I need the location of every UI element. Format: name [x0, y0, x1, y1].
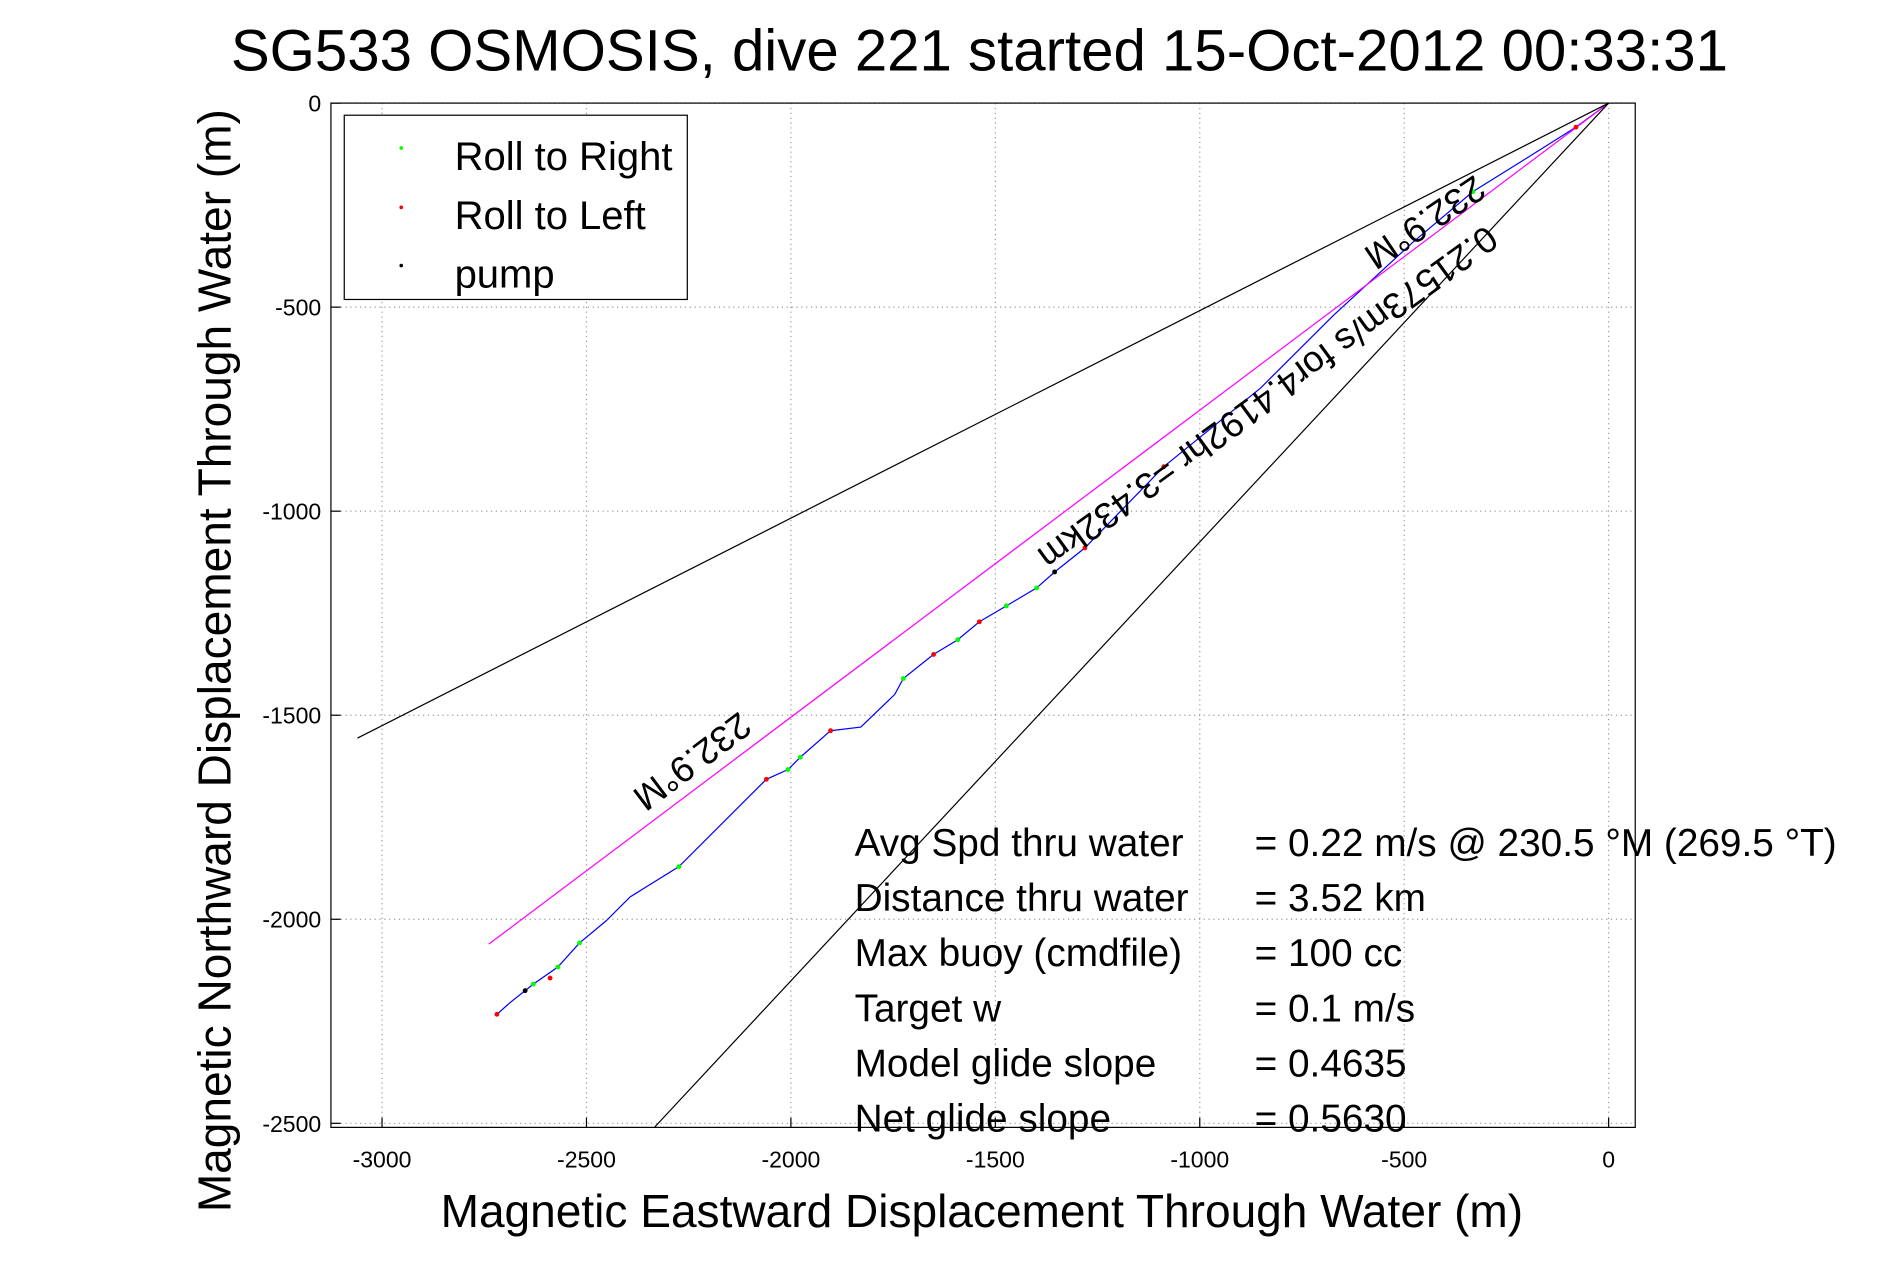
- ticks: -3000 -2500 -2000 -1500 -1000 -500 0 0 -500 -1000…: [262, 91, 1615, 1173]
- stat-value: = 0.4635: [1255, 1042, 1407, 1085]
- chart-title: SG533 OSMOSIS, dive 221 started 15-Oct-2…: [231, 18, 1728, 83]
- marker-roll-left: [828, 728, 833, 734]
- legend-marker-pump: [399, 263, 404, 268]
- marker-roll-right: [785, 767, 791, 772]
- marker-roll-left: [1082, 545, 1088, 551]
- marker-roll-right: [1034, 585, 1040, 591]
- marker-roll-right: [900, 676, 906, 681]
- marker-roll-right: [797, 754, 803, 760]
- legend-label-pump: pump: [455, 252, 555, 296]
- y-tick-label: -500: [275, 295, 321, 321]
- y-tick-label: -2000: [262, 907, 321, 933]
- y-tick-label: -1500: [262, 703, 321, 729]
- y-tick-label: -1000: [262, 499, 321, 525]
- x-tick-label: -1500: [966, 1146, 1025, 1172]
- x-tick-label: -3000: [353, 1146, 412, 1172]
- stat-label: Avg Spd thru water: [855, 822, 1184, 865]
- marker-roll-left: [931, 651, 937, 657]
- stat-label: Max buoy (cmdfile): [855, 932, 1182, 975]
- marker-roll-right: [676, 864, 682, 870]
- stat-value: = 0.22 m/s @ 230.5 °M (269.5 °T): [1255, 822, 1837, 865]
- legend-marker-roll-left: [399, 205, 404, 210]
- x-tick-label: -2000: [761, 1146, 820, 1172]
- annotation-heading-lower: 232.9°M: [626, 704, 759, 818]
- stat-value: = 3.52 km: [1255, 877, 1426, 920]
- legend-marker-roll-right: [399, 146, 404, 150]
- marker-roll-right: [1003, 603, 1009, 609]
- marker-roll-right: [955, 637, 961, 643]
- y-tick-label: -2500: [262, 1111, 321, 1137]
- marker-roll-left: [547, 975, 553, 981]
- stat-label: Target w: [855, 987, 1003, 1030]
- annotation-speed: 0.21573m/s for4.4192hr =3.432km: [1031, 218, 1506, 578]
- stat-label: Distance thru water: [855, 877, 1189, 920]
- marker-roll-right: [577, 940, 582, 946]
- marker-pump: [522, 988, 528, 994]
- stat-value: = 0.5630: [1255, 1098, 1407, 1141]
- marker-roll-left: [976, 619, 982, 625]
- marker-roll-right: [555, 964, 561, 970]
- legend-label-roll-right: Roll to Right: [455, 135, 673, 179]
- legend: Roll to Right Roll to Left pump: [343, 114, 688, 301]
- stat-label: Net glide slope: [855, 1098, 1111, 1141]
- marker-roll-left: [1573, 124, 1579, 130]
- marker-roll-left: [763, 776, 769, 782]
- marker-roll-right: [530, 981, 536, 987]
- stat-value: = 0.1 m/s: [1255, 987, 1416, 1030]
- stat-value: = 100 cc: [1255, 932, 1403, 975]
- plot-area: [357, 102, 1610, 1128]
- series-cone-lower: [654, 102, 1610, 1128]
- x-axis-label: Magnetic Eastward Displacement Through W…: [441, 1185, 1524, 1237]
- stat-label: Model glide slope: [855, 1042, 1157, 1085]
- axes-frame: [330, 102, 1636, 1128]
- x-tick-label: -2500: [557, 1146, 616, 1172]
- marker-roll-left: [494, 1011, 500, 1017]
- x-tick-label: -500: [1381, 1146, 1427, 1172]
- legend-label-roll-left: Roll to Left: [455, 194, 646, 238]
- series-heading-line: [488, 102, 1610, 945]
- marker-roll-left: [1161, 464, 1167, 470]
- y-tick-label: 0: [308, 91, 321, 117]
- marker-roll-right: [1470, 189, 1476, 195]
- y-axis-label: Magnetic Northward Displacement Through …: [188, 109, 240, 1212]
- stats-block: Avg Spd thru water = 0.22 m/s @ 230.5 °M …: [855, 822, 1837, 1141]
- x-tick-label: -1000: [1170, 1146, 1229, 1172]
- marker-pump: [1052, 569, 1058, 575]
- x-tick-label: 0: [1602, 1146, 1615, 1172]
- series-cone-upper: [357, 102, 1609, 739]
